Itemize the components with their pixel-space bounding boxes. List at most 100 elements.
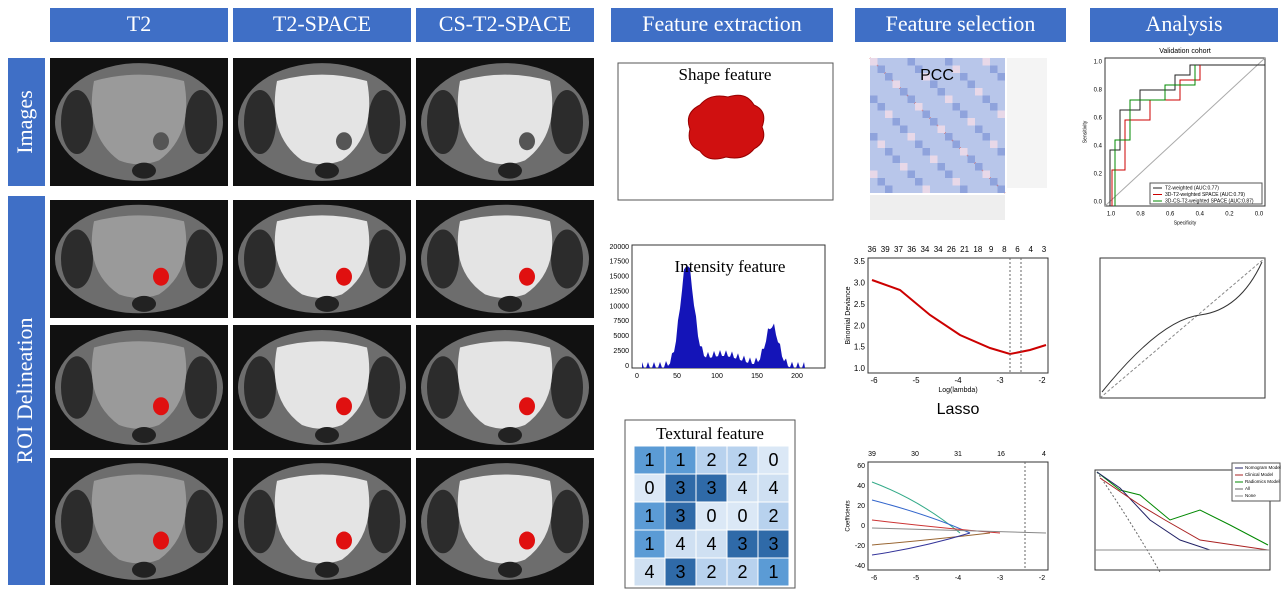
top-tick-label: 34: [920, 245, 929, 254]
pcc-cell: [885, 186, 893, 194]
pcc-cell: [878, 178, 886, 186]
mri-muscle: [244, 230, 276, 289]
roi-mask: [336, 532, 352, 550]
roi-mask: [519, 532, 535, 550]
grid-value: 3: [768, 534, 778, 554]
grid-value: 1: [644, 506, 654, 526]
pcc-cell: [998, 186, 1006, 194]
pcc-cell: [975, 126, 983, 134]
coef-frame: [868, 462, 1048, 570]
pcc-cell: [953, 103, 961, 111]
mri-muscle: [551, 230, 583, 289]
lesion: [336, 132, 352, 150]
grid-value: 2: [768, 506, 778, 526]
x-tick-label: -3: [996, 376, 1004, 385]
legend-label: Nomogram Model: [1245, 465, 1281, 470]
x-tick-label: 1.0: [1107, 212, 1116, 218]
pcc-cell: [945, 58, 953, 66]
mri-muscle: [427, 356, 459, 419]
top-tick-label: 39: [881, 245, 890, 254]
page: T2 T2-SPACE CS-T2-SPACE Feature extraction F…: [0, 0, 1282, 592]
pcc-cell: [923, 111, 931, 119]
y-tick-label: 17500: [610, 259, 630, 266]
header-text: CS-T2-SPACE: [439, 11, 571, 36]
top-tick-label: 4: [1042, 451, 1046, 458]
x-tick-label: 100: [711, 373, 723, 380]
y-tick-label: 7500: [613, 318, 629, 325]
mri-muscle: [368, 230, 400, 289]
mri-muscle: [427, 490, 459, 554]
row-label: ROI Delineation: [12, 317, 37, 463]
grid-value: 0: [644, 478, 654, 498]
pcc-cell: [915, 141, 923, 149]
y-tick-label: 0.0: [1094, 200, 1103, 206]
pcc-cell: [990, 178, 998, 186]
pcc-cell: [878, 141, 886, 149]
x-tick-label: 50: [673, 373, 681, 380]
mri-muscle: [551, 90, 583, 154]
mri-muscle: [368, 356, 400, 419]
pcc-cell: [908, 58, 916, 66]
histogram-shape: [642, 266, 805, 368]
x-axis-label: Specificity: [1174, 220, 1197, 226]
mri-rectum: [315, 163, 339, 179]
grid-value: 0: [706, 506, 716, 526]
pcc-cell: [908, 133, 916, 141]
x-tick-label: -4: [954, 376, 962, 385]
grid-value: 3: [675, 562, 685, 582]
top-tick-label: 18: [973, 245, 982, 254]
x-tick-label: -2: [1039, 575, 1045, 582]
header-text: Feature extraction: [642, 11, 801, 36]
pcc-cell: [998, 73, 1006, 81]
mri-rectum: [315, 427, 339, 443]
lesion: [519, 132, 535, 150]
pcc-cell: [938, 88, 946, 96]
top-tick-label: 6: [1015, 245, 1020, 254]
mri-muscle: [368, 490, 400, 554]
panel-title: Intensity feature: [675, 257, 786, 276]
pcc-cell: [885, 73, 893, 81]
x-tick-label: 0.6: [1166, 212, 1175, 218]
header-text: T2: [127, 11, 151, 36]
top-tick-label: 21: [960, 245, 969, 254]
pcc-cell: [983, 171, 991, 179]
pcc-cell: [983, 133, 991, 141]
header-text: Feature selection: [886, 11, 1036, 36]
shape-blob: [688, 95, 763, 159]
mri-rectum: [498, 427, 522, 443]
x-tick-label: -2: [1038, 376, 1046, 385]
mri-rectum: [315, 562, 339, 578]
roi-mask: [519, 268, 535, 286]
grid-value: 2: [737, 562, 747, 582]
pcc-cell: [998, 111, 1006, 119]
grid-value: 0: [768, 450, 778, 470]
pcc-cell: [938, 126, 946, 134]
pcc-cell: [953, 178, 961, 186]
x-tick-label: 0.2: [1225, 212, 1234, 218]
grid-value: 1: [644, 450, 654, 470]
grid-value: 4: [768, 478, 778, 498]
header-text: T2-SPACE: [273, 11, 371, 36]
panel-title: PCC: [920, 67, 954, 84]
pcc-labels: [1007, 58, 1047, 188]
grid-value: 3: [675, 478, 685, 498]
pcc-cell: [990, 103, 998, 111]
mri-muscle: [185, 90, 217, 154]
mri-muscle: [551, 356, 583, 419]
figure: T2 T2-SPACE CS-T2-SPACE Feature extraction F…: [0, 0, 1282, 592]
calibration-ideal: [1100, 258, 1265, 398]
x-tick-label: -6: [871, 575, 877, 582]
pcc-cell: [900, 126, 908, 134]
roi-mask: [336, 268, 352, 286]
roi-mask: [153, 268, 169, 286]
pcc-cell: [915, 103, 923, 111]
top-tick-label: 39: [868, 451, 876, 458]
grid-value: 3: [737, 534, 747, 554]
pcc-cell: [960, 186, 968, 194]
x-tick-label: 0: [635, 373, 639, 380]
top-tick-label: 26: [947, 245, 956, 254]
pcc-cell: [870, 58, 878, 66]
y-tick-label: 15000: [610, 274, 630, 281]
x-tick-label: 150: [751, 373, 763, 380]
mri-rectum: [132, 296, 156, 312]
